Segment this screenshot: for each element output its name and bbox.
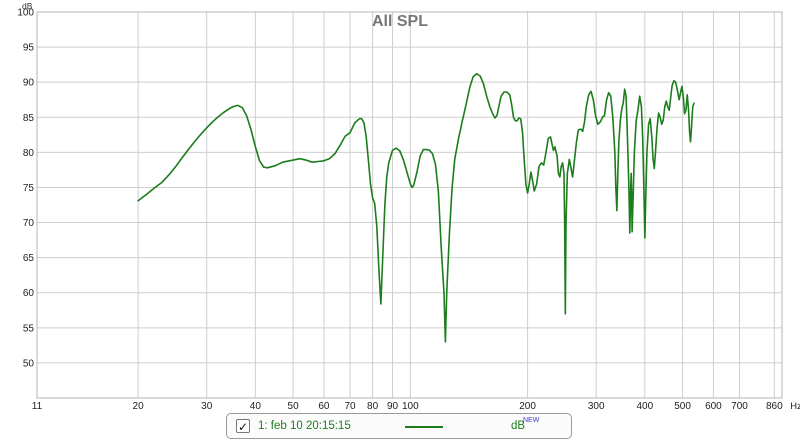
series-unit: dB — [511, 420, 526, 432]
legend: ✓ 1: feb 10 20:15:15 dB NEW — [226, 413, 572, 439]
new-badge: NEW — [523, 417, 540, 424]
grid — [36, 11, 782, 398]
y-tick-label: 90 — [23, 78, 35, 89]
series-swatch — [405, 426, 443, 428]
y-tick-label: 100 — [17, 8, 34, 19]
x-tick-label: 500 — [674, 401, 691, 412]
x-tick-label: 20 — [133, 401, 145, 412]
series-layer — [137, 72, 695, 343]
x-tick-label: 40 — [250, 401, 262, 412]
y-tick-label: 55 — [23, 323, 35, 334]
x-tick-label: 100 — [402, 401, 419, 412]
x-tick-labels: 11 20 30 40 50 60 70 80 90 100 200 300 400 500 600 700 8… — [32, 401, 800, 412]
y-tick-labels: 50 55 60 65 70 75 80 85 90 95 100 — [17, 8, 34, 370]
x-tick-label: 300 — [588, 401, 605, 412]
series-label[interactable]: 1: feb 10 20:15:15 — [258, 420, 351, 432]
y-axis-label: dB — [22, 1, 33, 11]
y-tick-label: 50 — [23, 358, 35, 369]
x-tick-label: 700 — [731, 401, 748, 412]
y-tick-label: 85 — [23, 113, 35, 124]
x-tick-label: 200 — [519, 401, 536, 412]
x-unit-label: Hz — [790, 401, 800, 412]
x-tick-label: 11 — [32, 401, 43, 412]
y-tick-label: 80 — [23, 148, 35, 159]
x-tick-label: 30 — [201, 401, 213, 412]
y-tick-label: 65 — [23, 253, 35, 264]
x-tick-label: 70 — [344, 401, 356, 412]
series-line — [137, 72, 695, 343]
x-tick-label: 860 — [766, 401, 783, 412]
plot-border — [36, 11, 783, 399]
y-tick-label: 60 — [23, 288, 35, 299]
chart-title: All SPL — [372, 13, 428, 30]
x-tick-label: 60 — [318, 401, 330, 412]
series-visibility-checkbox[interactable]: ✓ — [236, 419, 250, 434]
x-tick-label: 50 — [288, 401, 300, 412]
y-tick-label: 75 — [23, 183, 35, 194]
x-tick-label: 400 — [636, 401, 653, 412]
y-tick-label: 95 — [23, 43, 35, 54]
x-tick-label: 80 — [367, 401, 379, 412]
y-tick-label: 70 — [23, 218, 35, 229]
x-tick-label: 600 — [705, 401, 722, 412]
x-tick-label: 90 — [387, 401, 399, 412]
